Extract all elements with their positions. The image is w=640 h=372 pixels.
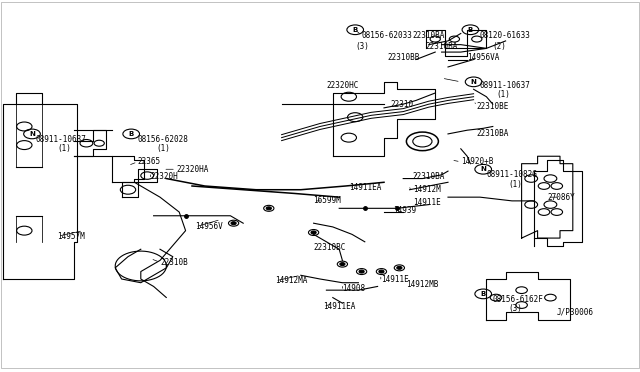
Text: 16599M: 16599M <box>314 196 341 205</box>
Text: B: B <box>481 291 486 297</box>
Circle shape <box>266 207 271 210</box>
Text: 14908: 14908 <box>342 284 365 293</box>
Text: 08911-10637: 08911-10637 <box>480 81 531 90</box>
Text: 14911EA: 14911EA <box>349 183 381 192</box>
Text: (2): (2) <box>493 42 507 51</box>
Text: 22365: 22365 <box>138 157 161 166</box>
Text: N: N <box>29 131 35 137</box>
Text: 14912M: 14912M <box>413 185 440 194</box>
Text: 22310BA: 22310BA <box>477 129 509 138</box>
Text: 14911EA: 14911EA <box>323 302 356 311</box>
Text: 14956VA: 14956VA <box>467 53 500 62</box>
Text: (1): (1) <box>496 90 510 99</box>
Text: 08120-61633: 08120-61633 <box>480 31 531 40</box>
Text: 22310: 22310 <box>390 100 413 109</box>
Text: 14920+B: 14920+B <box>461 157 493 166</box>
Circle shape <box>397 266 402 269</box>
Text: 08156-6162F: 08156-6162F <box>493 295 543 304</box>
Text: N: N <box>470 79 477 85</box>
Text: 14911E: 14911E <box>381 275 408 283</box>
Text: B: B <box>129 131 134 137</box>
Text: (3): (3) <box>509 304 523 313</box>
Text: 22310BE: 22310BE <box>477 102 509 110</box>
Text: (1): (1) <box>58 144 72 153</box>
Text: 22320H: 22320H <box>150 172 178 181</box>
Text: 22320HC: 22320HC <box>326 81 359 90</box>
Text: 22310BC: 22310BC <box>314 243 346 252</box>
Text: (1): (1) <box>509 180 523 189</box>
Text: 22310BA: 22310BA <box>413 172 445 181</box>
Text: 14911E: 14911E <box>413 198 440 207</box>
Circle shape <box>359 270 364 273</box>
Text: N: N <box>480 166 486 172</box>
Text: 22310B: 22310B <box>160 258 188 267</box>
Circle shape <box>340 263 345 266</box>
Text: 08911-1082G: 08911-1082G <box>486 170 537 179</box>
Text: 14957M: 14957M <box>58 232 85 241</box>
Text: (1): (1) <box>157 144 171 153</box>
Text: 14939: 14939 <box>394 206 417 215</box>
Text: (3): (3) <box>355 42 369 51</box>
Text: 14956V: 14956V <box>195 222 223 231</box>
Text: 08911-10637: 08911-10637 <box>35 135 86 144</box>
Text: 14912MB: 14912MB <box>406 280 439 289</box>
Text: 22310BA: 22310BA <box>413 31 445 40</box>
Text: J/P30006: J/P30006 <box>557 308 594 317</box>
Text: 08156-62033: 08156-62033 <box>362 31 412 40</box>
Text: 14912MA: 14912MA <box>275 276 308 285</box>
Text: B: B <box>468 27 473 33</box>
Circle shape <box>311 231 316 234</box>
Text: 27086Y: 27086Y <box>547 193 575 202</box>
Text: 22310BB: 22310BB <box>387 53 420 62</box>
Text: 22310BA: 22310BA <box>426 42 458 51</box>
Text: B: B <box>353 27 358 33</box>
Text: 08156-62028: 08156-62028 <box>138 135 188 144</box>
Circle shape <box>231 222 236 225</box>
Text: 22320HA: 22320HA <box>176 165 209 174</box>
Circle shape <box>379 270 384 273</box>
